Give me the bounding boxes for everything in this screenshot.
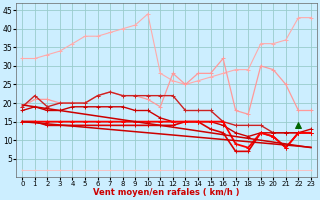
- X-axis label: Vent moyen/en rafales ( km/h ): Vent moyen/en rafales ( km/h ): [93, 188, 240, 197]
